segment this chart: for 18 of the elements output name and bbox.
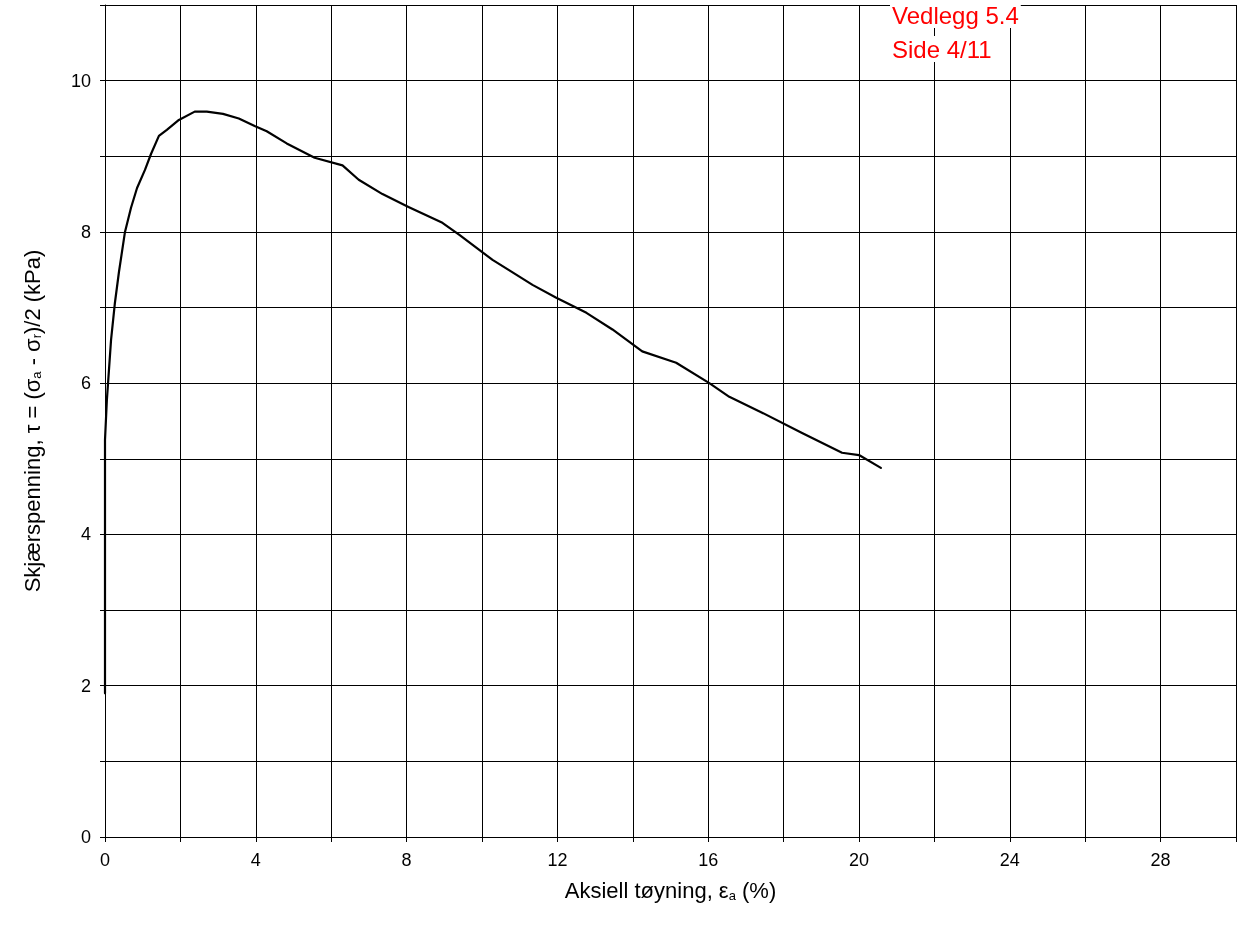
annotation: Vedlegg 5.4 <box>892 1 1019 29</box>
x-tick-label: 28 <box>1150 850 1171 870</box>
x-tick-label: 8 <box>401 850 412 870</box>
x-tick-label: 0 <box>99 850 111 870</box>
x-tick-label: 20 <box>848 850 870 870</box>
x-tick-label: 16 <box>698 850 719 870</box>
x-tick-label: 12 <box>547 850 568 870</box>
y-tick-label: 0 <box>80 827 91 847</box>
y-tick-label: 4 <box>80 524 91 545</box>
x-tick-label: 4 <box>250 850 261 870</box>
y-tick-label: 2 <box>80 675 91 696</box>
y-tick-label: 6 <box>80 373 91 394</box>
y-tick-label: 10 <box>70 70 91 91</box>
y-axis-title: Skjærspenning, τ = (σa - σr)/2 (kPa) <box>19 249 45 593</box>
annotation: Side 4/11 <box>892 35 992 63</box>
y-tick-label: 8 <box>80 221 91 242</box>
x-axis-title: Aksiell tøyning, εa (%) <box>564 878 777 903</box>
x-tick-label: 24 <box>999 850 1020 870</box>
